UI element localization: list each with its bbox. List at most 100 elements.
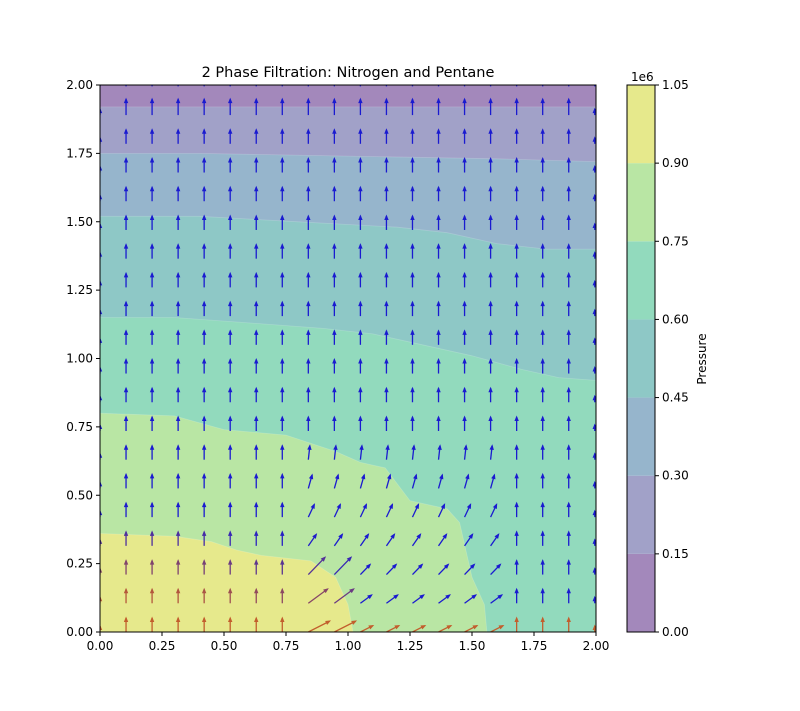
quiver-arrow (436, 358, 441, 374)
contour-fill-layer (100, 85, 596, 632)
quiver-arrow (123, 185, 129, 202)
colorbar-tick-label: 0.00 (662, 625, 689, 639)
quiver-arrow (410, 386, 415, 403)
quiver-arrow (123, 472, 129, 489)
quiver-arrow (228, 559, 233, 575)
x-tick-label: 2.00 (583, 639, 610, 653)
quiver-arrow (332, 329, 337, 345)
quiver-arrow (280, 386, 285, 403)
contour-line-2 (100, 153, 596, 162)
quiver-arrow (228, 157, 233, 173)
quiver-arrow (280, 271, 285, 288)
quiver-arrow (201, 587, 207, 604)
quiver-arrow (332, 214, 337, 230)
quiver-arrow (280, 358, 285, 374)
quiver-arrow (175, 97, 181, 116)
quiver-arrow (123, 587, 129, 604)
quiver-arrow (488, 185, 493, 202)
quiver-arrow (100, 567, 103, 575)
quiver-arrow (488, 214, 493, 230)
quiver-arrow (280, 300, 285, 317)
quiver-arrow (201, 329, 207, 345)
quiver-arrow (123, 97, 129, 116)
quiver-arrow (332, 271, 337, 288)
quiver-arrow (201, 616, 207, 632)
quiver-arrow (254, 329, 259, 345)
quiver-arrow (175, 501, 181, 518)
quiver-arrow (540, 472, 545, 489)
quiver-arrow (254, 415, 259, 431)
x-tick-label: 1.75 (521, 639, 548, 653)
quiver-arrow (566, 616, 571, 632)
quiver-arrow (385, 563, 398, 576)
quiver-arrow (410, 214, 415, 230)
quiver-arrow (436, 300, 441, 317)
quiver-arrow (306, 386, 311, 403)
quiver-arrow (384, 185, 389, 202)
quiver-arrow (359, 563, 372, 576)
quiver-arrow (228, 386, 233, 403)
quiver-arrow (358, 358, 363, 374)
quiver-arrow (540, 358, 545, 374)
quiver-arrow (307, 556, 327, 576)
quiver-arrow (514, 329, 519, 345)
quiver-arrow (592, 193, 596, 202)
quiver-arrow (488, 358, 493, 374)
quiver-arrow (438, 563, 450, 576)
quiver-arrow (228, 501, 233, 518)
quiver-arrow (540, 329, 545, 345)
quiver-arrow (149, 329, 155, 345)
quiver-arrow (488, 271, 493, 288)
quiver-arrow (201, 501, 207, 518)
quiver-arrow (410, 415, 415, 431)
quiver-arrow (514, 300, 519, 317)
quiver-arrow (566, 271, 571, 288)
quiver-arrow (306, 243, 311, 259)
quiver-arrow (490, 533, 500, 547)
colorbar-tick-label: 1.05 (662, 78, 689, 92)
quiver-arrow (592, 222, 596, 230)
quiver-arrow (333, 503, 341, 518)
quiver-arrow (100, 538, 103, 546)
quiver-arrow (100, 136, 103, 144)
x-tick-label: 0.75 (273, 639, 300, 653)
quiver-arrow (542, 85, 544, 87)
quiver-arrow (201, 530, 207, 546)
quiver-arrow (123, 271, 129, 288)
contour-band-6 (100, 533, 596, 632)
quiver-arrow (592, 366, 596, 374)
quiver-arrow (123, 386, 129, 403)
contour-line-4 (100, 317, 596, 381)
quiver-arrow (201, 415, 207, 431)
quiver-arrow (280, 587, 285, 604)
quiver-arrow (280, 616, 285, 632)
quiver-arrow (540, 300, 545, 317)
quiver-arrow (201, 472, 207, 489)
quiver-arrow (410, 271, 415, 288)
quiver-arrow (306, 329, 311, 345)
quiver-arrow (280, 415, 285, 431)
quiver-arrow (254, 616, 259, 632)
quiver-arrow (566, 157, 571, 173)
quiver-arrow (489, 444, 494, 460)
quiver-arrow (175, 128, 181, 144)
quiver-arrow (334, 620, 358, 632)
quiver-arrow (412, 563, 424, 576)
quiver-arrow (254, 472, 259, 489)
quiver-arrow (254, 501, 259, 518)
quiver-arrow (100, 193, 103, 202)
quiver-arrow (100, 251, 103, 259)
quiver-arrow (123, 358, 129, 374)
quiver-arrow (228, 128, 233, 144)
quiver-arrow (462, 271, 467, 288)
quiver-arrow (566, 444, 571, 460)
quiver-arrow (306, 214, 311, 230)
quiver-arrow (332, 185, 337, 202)
y-tick-label: 0.25 (66, 557, 93, 571)
quiver-arrow (254, 157, 259, 173)
quiver-arrow (308, 620, 332, 632)
quiver-arrow (280, 444, 285, 460)
quiver-arrow (306, 271, 311, 288)
quiver-arrow (149, 214, 155, 230)
quiver-arrow (462, 358, 467, 374)
